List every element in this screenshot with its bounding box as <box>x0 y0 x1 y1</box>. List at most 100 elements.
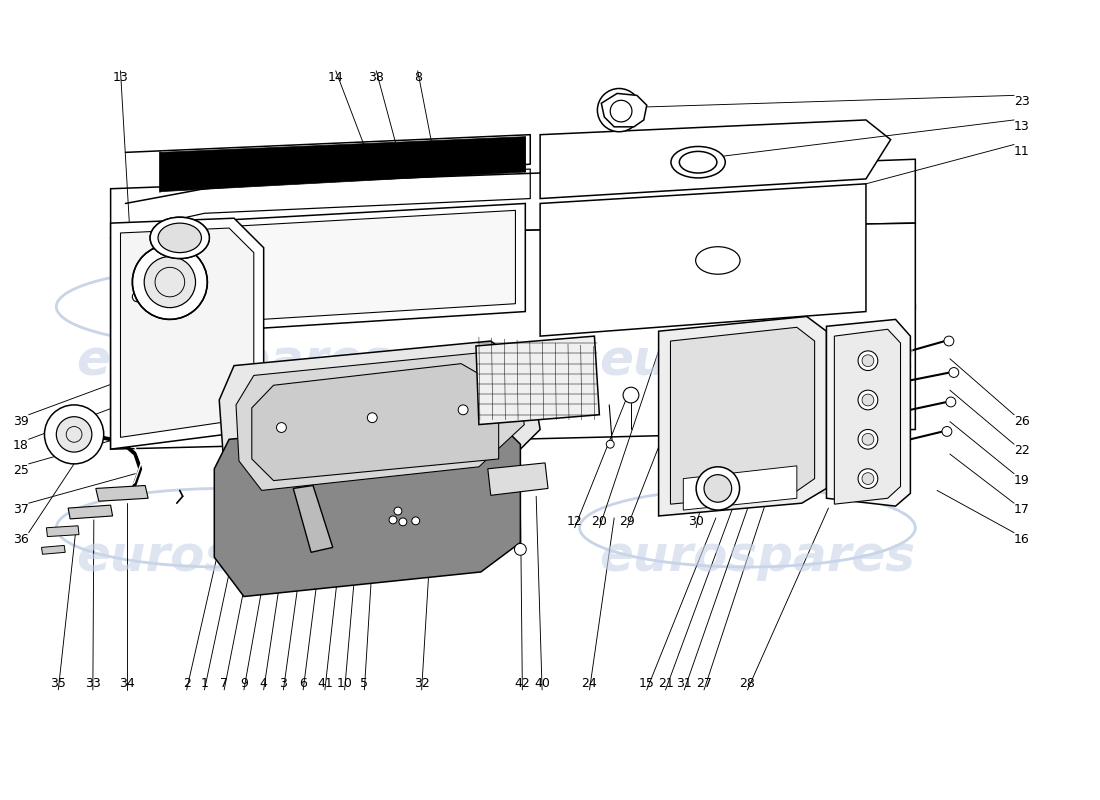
Polygon shape <box>121 228 254 438</box>
Text: 21: 21 <box>658 677 673 690</box>
Circle shape <box>942 426 952 436</box>
Text: 38: 38 <box>368 71 384 84</box>
Text: 15: 15 <box>639 677 654 690</box>
Text: 11: 11 <box>1014 145 1030 158</box>
Ellipse shape <box>150 218 209 258</box>
Text: 19: 19 <box>1014 474 1030 486</box>
Text: 18: 18 <box>13 439 29 452</box>
Text: 41: 41 <box>317 677 333 690</box>
Polygon shape <box>132 245 208 319</box>
Ellipse shape <box>671 146 725 178</box>
Text: 9: 9 <box>240 677 248 690</box>
Polygon shape <box>68 505 112 519</box>
Text: 13: 13 <box>1014 120 1030 133</box>
Text: 6: 6 <box>299 677 307 690</box>
Circle shape <box>862 394 873 406</box>
Circle shape <box>132 292 142 302</box>
Text: 34: 34 <box>120 677 135 690</box>
Text: 7: 7 <box>220 677 228 690</box>
Polygon shape <box>151 218 209 258</box>
Polygon shape <box>476 336 600 425</box>
Circle shape <box>399 518 407 526</box>
Circle shape <box>144 257 196 308</box>
Text: 29: 29 <box>619 514 635 528</box>
Polygon shape <box>602 94 647 127</box>
Text: 33: 33 <box>85 677 101 690</box>
Text: eurospares: eurospares <box>600 534 915 582</box>
Polygon shape <box>659 317 826 516</box>
Circle shape <box>623 387 639 403</box>
Polygon shape <box>219 341 540 503</box>
Text: 2: 2 <box>183 677 190 690</box>
Polygon shape <box>683 466 796 510</box>
Circle shape <box>946 397 956 407</box>
Text: 35: 35 <box>51 677 66 690</box>
Text: 1: 1 <box>200 677 208 690</box>
Circle shape <box>367 413 377 422</box>
Polygon shape <box>111 159 915 238</box>
Circle shape <box>459 405 468 414</box>
Text: eurospares: eurospares <box>76 337 392 385</box>
Polygon shape <box>487 463 548 495</box>
Polygon shape <box>294 486 333 552</box>
Circle shape <box>858 430 878 449</box>
Polygon shape <box>42 546 65 554</box>
Circle shape <box>597 89 641 132</box>
Text: 23: 23 <box>1014 95 1030 108</box>
Text: 4: 4 <box>260 677 267 690</box>
Text: 14: 14 <box>328 71 343 84</box>
Text: 40: 40 <box>535 677 550 690</box>
Polygon shape <box>252 364 498 481</box>
Circle shape <box>389 516 397 524</box>
Text: 36: 36 <box>13 533 29 546</box>
Polygon shape <box>145 258 195 306</box>
Text: 20: 20 <box>592 514 607 528</box>
Circle shape <box>944 336 954 346</box>
Polygon shape <box>540 120 891 198</box>
Text: 32: 32 <box>414 677 429 690</box>
Circle shape <box>862 473 873 485</box>
Circle shape <box>862 354 873 366</box>
Text: 5: 5 <box>361 677 368 690</box>
Polygon shape <box>135 203 526 336</box>
Text: 12: 12 <box>566 514 583 528</box>
Circle shape <box>44 405 103 464</box>
Circle shape <box>858 351 878 370</box>
Circle shape <box>394 507 402 515</box>
Polygon shape <box>540 184 866 336</box>
Polygon shape <box>835 330 901 504</box>
Circle shape <box>56 417 92 452</box>
Circle shape <box>696 467 739 510</box>
Text: 26: 26 <box>1014 414 1030 428</box>
Circle shape <box>276 422 286 433</box>
Circle shape <box>862 434 873 446</box>
Text: 37: 37 <box>13 503 29 516</box>
Polygon shape <box>96 486 148 502</box>
Text: 39: 39 <box>13 414 29 428</box>
Ellipse shape <box>680 151 717 173</box>
Text: 10: 10 <box>337 677 353 690</box>
Text: 28: 28 <box>739 677 756 690</box>
Circle shape <box>411 517 420 525</box>
Text: 27: 27 <box>696 677 712 690</box>
Circle shape <box>704 474 732 502</box>
Polygon shape <box>111 218 264 449</box>
Text: 31: 31 <box>676 677 692 690</box>
Polygon shape <box>671 327 815 504</box>
Circle shape <box>949 367 959 378</box>
Circle shape <box>515 543 526 555</box>
Circle shape <box>858 390 878 410</box>
Polygon shape <box>150 210 516 326</box>
Circle shape <box>606 440 614 448</box>
Circle shape <box>858 469 878 489</box>
Ellipse shape <box>158 223 201 253</box>
Polygon shape <box>111 223 915 449</box>
Text: 8: 8 <box>414 71 421 84</box>
Polygon shape <box>160 137 526 192</box>
Text: 13: 13 <box>112 71 129 84</box>
Text: 24: 24 <box>582 677 597 690</box>
Polygon shape <box>214 414 520 597</box>
Text: 16: 16 <box>1014 533 1030 546</box>
Polygon shape <box>46 526 79 537</box>
Polygon shape <box>236 353 525 490</box>
